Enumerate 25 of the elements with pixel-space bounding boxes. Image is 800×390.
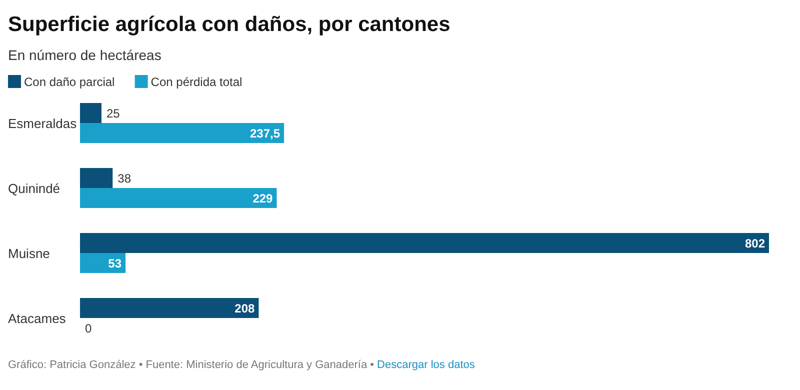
bar	[80, 123, 284, 143]
data-label: 229	[252, 192, 274, 206]
bar	[80, 188, 277, 208]
y-tick-label: Muisne	[8, 246, 50, 261]
data-label: 802	[744, 236, 766, 250]
bar	[80, 103, 102, 123]
legend-label: Con daño parcial	[24, 75, 115, 89]
data-label: 237,5	[250, 126, 280, 140]
bar	[80, 298, 259, 318]
chart-subtitle: En número de hectáreas	[8, 47, 162, 63]
data-label: 25	[106, 106, 120, 120]
bar	[80, 253, 126, 273]
data-label: 53	[108, 256, 122, 270]
bar	[80, 168, 113, 188]
y-tick-label: Quinindé	[8, 181, 60, 196]
y-tick-label: Esmeraldas	[8, 116, 78, 131]
chart-title: Superficie agrícola con daños, por cantones	[8, 13, 450, 36]
text: Gráfico: Patricia González • Fuente: Ministerio de Agricultura y Ganadería •	[8, 359, 374, 371]
y-tick-label: Atacames	[8, 311, 66, 326]
legend-label: Con pérdida total	[150, 75, 242, 89]
data-label: 38	[118, 172, 132, 186]
data-label: 0	[85, 322, 92, 336]
text: Descargar los datos	[374, 359, 476, 371]
data-label: 208	[234, 302, 256, 316]
bar	[80, 233, 769, 253]
